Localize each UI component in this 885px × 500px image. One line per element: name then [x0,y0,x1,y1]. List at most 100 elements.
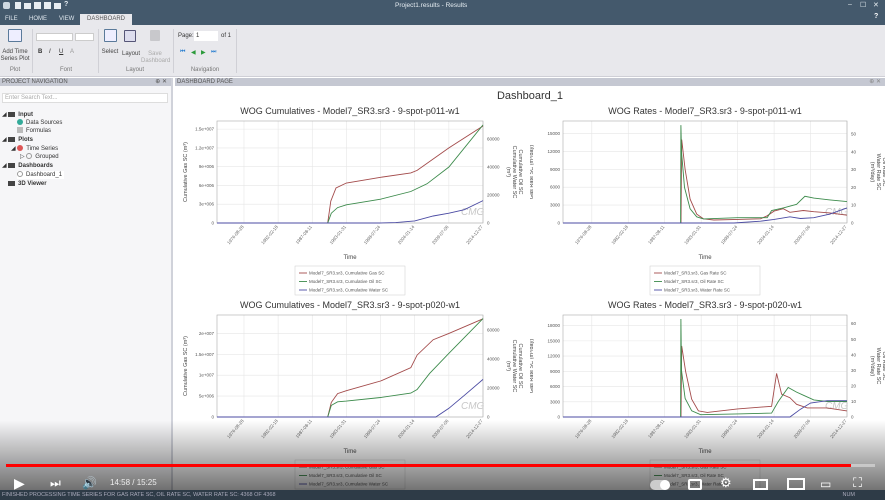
save-dashboard-button[interactable]: Save Dashboard [141,51,171,64]
y-left-tick-label: 2e+007 [199,331,215,336]
y-left-tick-label: 3000 [550,203,561,208]
page-input[interactable]: 1 [194,31,218,41]
open-folder-icon[interactable] [24,3,31,9]
panel-pin-close-icons[interactable]: ⊕ ✕ [155,79,167,85]
series-line-oil [217,318,484,418]
chart-title: WOG Cumulatives - Model7_SR3.sr3 - 9-spo… [240,300,460,310]
x-tick-label: 2014-12-27 [829,224,848,245]
y-left-tick-label: 9000 [550,167,561,172]
y-right-tick-label: 40 [851,149,857,154]
tab-home[interactable]: HOME [29,16,47,22]
new-file-icon[interactable] [15,2,21,9]
project-navigation-header: PROJECT NAVIGATION ⊕ ✕ [0,78,171,86]
layout-button[interactable]: Layout [121,51,140,57]
miniplayer-icon[interactable] [753,479,768,490]
ribbon-tabs: FILE HOME VIEW DASHBOARD ? [0,12,885,25]
divider [236,29,237,73]
tree-item-3d-viewer[interactable]: 3D Viewer [8,180,47,188]
x-tick-label: 2014-12-27 [465,418,484,439]
save-icon[interactable] [34,2,41,9]
x-tick-label: 1982-02-18 [610,418,629,439]
y-right-axis-label: Oil Rate SC [881,157,885,186]
dashboard-icon [17,171,23,178]
underline-button[interactable]: U [59,49,64,55]
y-left-tick-label: 1e+007 [199,373,215,378]
bold-button[interactable]: B [38,49,43,55]
autoplay-toggle[interactable] [650,480,670,490]
y-right-axis-label: (m³) [505,167,511,177]
first-page-icon[interactable]: ⏮ [180,49,186,55]
tree-item-dashboards[interactable]: ◢ Dashboards [2,162,53,169]
close-button[interactable]: ✕ [873,2,879,9]
y-right-axis-label: Oil Rate SC [881,351,885,380]
cast-icon[interactable]: ▭ [820,477,832,491]
y-left-tick-label: 12000 [547,354,560,359]
x-tick-label: 1987-08-11 [647,224,666,245]
series-line-gas [217,125,484,224]
series-line-water [563,400,847,418]
y-left-tick-label: 6000 [550,185,561,190]
y-right-axis-label: Water Rate SC [875,348,881,385]
font-size-select[interactable] [75,33,94,41]
theater-mode-icon[interactable] [787,478,805,490]
x-tick-label: 1976-08-28 [574,224,593,245]
panel-pin-close-icons[interactable]: ⊕ ✕ [869,79,881,85]
tab-view[interactable]: VIEW [59,16,75,22]
next-button[interactable]: ⏭ [50,476,61,490]
ribbon-help-icon[interactable]: ? [874,13,879,20]
status-bar: FINISHED PROCESSING TIME SERIES FOR GAS … [0,490,885,500]
tree-item-data-sources[interactable]: Data Sources [17,119,62,127]
y-left-tick-label: 9000 [550,369,561,374]
legend-entry: Model7_SR3.sr3, Cumulative Gas SC [309,271,385,276]
video-progress-bar[interactable] [6,464,875,467]
tab-file[interactable]: FILE [5,16,18,22]
series-line-oil [563,318,847,418]
x-tick-label: 1976-08-28 [574,418,593,439]
x-tick-label: 1998-07-24 [363,418,382,439]
search-input[interactable]: Enter Search Text... [2,93,168,103]
y-left-axis-label: Gas Rate SC (m³/day) [530,145,535,200]
tree-item-input[interactable]: ◢ Input [2,111,33,118]
play-button[interactable]: ▶ [14,475,25,491]
settings-gear-icon[interactable]: ⚙ [720,475,732,490]
select-button[interactable]: Select [101,49,119,55]
x-axis-label: Time [698,255,712,261]
legend-entry: Model7_SR3.sr3, Oil Rate SC [664,279,725,284]
next-page-icon[interactable]: ▶ [201,50,206,56]
volume-icon[interactable]: 🔊 [82,476,97,490]
grouped-icon [26,153,33,160]
time-series-icon [17,145,24,152]
x-tick-label: 2004-01-14 [756,224,775,245]
subtitles-icon[interactable] [688,479,702,490]
previous-page-icon[interactable]: ◀ [191,50,196,56]
save-all-icon[interactable] [44,2,51,9]
print-icon[interactable] [54,3,61,9]
x-axis-label: Time [698,449,712,455]
font-family-select[interactable] [36,33,73,41]
y-right-tick-label: 20000 [487,192,500,197]
cmg-watermark: CMG [825,207,849,218]
add-time-series-plot-button[interactable]: Add Time Series Plot [0,49,30,62]
x-tick-label: 2009-07-06 [431,418,450,439]
tree-item-formulas[interactable]: Formulas [17,127,51,135]
tree-item-plots[interactable]: ◢ Plots [2,136,33,143]
maximize-button[interactable]: ☐ [860,2,867,9]
y-left-tick-label: 0 [557,415,560,420]
fullscreen-icon[interactable]: ⛶ [853,475,863,490]
tree-item-grouped[interactable]: ▷ Grouped [20,153,59,160]
help-icon[interactable]: ? [64,1,69,8]
tree-item-dashboard-1[interactable]: Dashboard_1 [17,171,65,179]
last-page-icon[interactable]: ⏭ [211,49,217,55]
y-left-tick-label: 15000 [547,338,560,343]
tree-item-time-series[interactable]: ◢ Time Series [11,145,59,152]
x-tick-label: 1998-07-24 [720,224,739,245]
group-label-font: Font [59,67,72,73]
y-right-axis-label: (m³) [505,361,511,371]
italic-button[interactable]: I [49,49,51,55]
y-left-tick-label: 5e+006 [199,394,215,399]
cmg-watermark: CMG [461,401,485,412]
x-tick-label: 1998-07-24 [363,224,382,245]
tab-dashboard[interactable]: DASHBOARD [80,14,133,25]
minimize-button[interactable]: – [848,1,852,8]
font-color-button[interactable]: A [70,49,75,55]
